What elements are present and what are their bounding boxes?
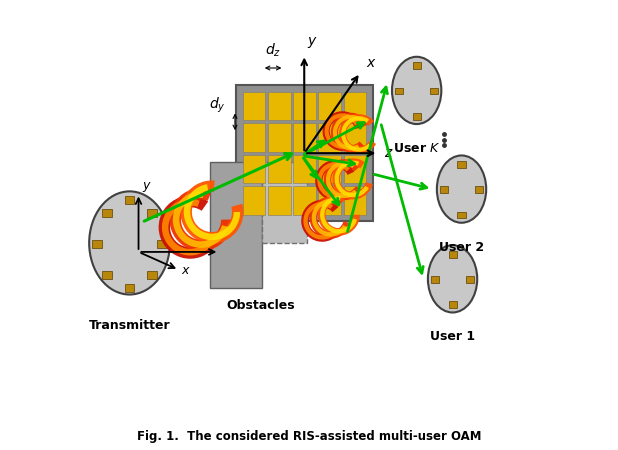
Bar	[125, 196, 135, 204]
Text: $x$: $x$	[181, 264, 191, 277]
Bar	[344, 186, 366, 215]
Wedge shape	[320, 196, 357, 234]
Bar	[457, 212, 465, 218]
Wedge shape	[159, 196, 221, 259]
Wedge shape	[315, 160, 354, 201]
Wedge shape	[333, 115, 364, 150]
Bar	[430, 88, 438, 94]
Bar	[268, 186, 290, 215]
Text: $y$: $y$	[142, 180, 152, 194]
Bar	[243, 154, 266, 183]
Bar	[157, 240, 167, 248]
Wedge shape	[310, 197, 351, 239]
Wedge shape	[324, 159, 362, 200]
Bar	[318, 92, 341, 121]
Bar	[92, 240, 102, 248]
Text: $z$: $z$	[224, 244, 232, 257]
Bar	[413, 113, 421, 120]
Bar	[396, 88, 404, 94]
Bar	[294, 92, 316, 121]
Bar	[210, 162, 262, 288]
Bar	[102, 271, 112, 279]
Bar	[148, 271, 158, 279]
Bar	[318, 123, 341, 152]
Wedge shape	[180, 180, 243, 243]
Text: Fig. 1.  The considered RIS-assisted multi-user OAM: Fig. 1. The considered RIS-assisted mult…	[137, 430, 481, 443]
Wedge shape	[334, 161, 369, 197]
Wedge shape	[162, 199, 214, 256]
Text: $y$: $y$	[307, 35, 318, 50]
Bar	[148, 209, 158, 217]
Wedge shape	[184, 184, 240, 240]
Bar	[449, 251, 457, 258]
Bar	[268, 123, 290, 152]
Wedge shape	[317, 162, 350, 199]
Wedge shape	[169, 188, 232, 251]
Bar	[318, 154, 341, 183]
Wedge shape	[324, 113, 358, 149]
Wedge shape	[303, 202, 336, 239]
Ellipse shape	[428, 245, 477, 312]
Text: User $K$: User $K$	[393, 142, 441, 155]
Ellipse shape	[89, 191, 170, 295]
Wedge shape	[301, 200, 341, 242]
Wedge shape	[331, 112, 368, 153]
Text: User 2: User 2	[439, 241, 484, 254]
Bar	[294, 123, 316, 152]
Bar	[344, 123, 366, 152]
Bar	[440, 186, 448, 193]
Bar	[243, 92, 266, 121]
Bar	[262, 162, 307, 243]
Text: User 1: User 1	[430, 330, 475, 343]
Bar	[268, 154, 290, 183]
Wedge shape	[173, 191, 228, 248]
Wedge shape	[323, 111, 362, 151]
Wedge shape	[318, 194, 360, 236]
Text: $d_z$: $d_z$	[265, 41, 281, 59]
Bar	[268, 92, 290, 121]
Text: $z$: $z$	[384, 146, 393, 160]
Bar	[318, 186, 341, 215]
Ellipse shape	[392, 57, 441, 124]
Wedge shape	[326, 161, 357, 198]
Bar	[475, 186, 483, 193]
Bar	[449, 302, 457, 308]
Bar	[457, 161, 465, 168]
Text: $x$: $x$	[366, 56, 377, 70]
Bar	[294, 186, 316, 215]
Wedge shape	[341, 116, 371, 152]
Bar	[344, 154, 366, 183]
Bar	[344, 92, 366, 121]
Wedge shape	[332, 158, 373, 199]
Bar	[413, 63, 421, 69]
Bar	[236, 85, 373, 221]
Bar	[294, 154, 316, 183]
Bar	[466, 276, 474, 283]
Bar	[243, 123, 266, 152]
Text: $d_y$: $d_y$	[210, 96, 226, 115]
Bar	[431, 276, 439, 283]
Text: Transmitter: Transmitter	[89, 319, 171, 332]
Text: Obstacles: Obstacles	[226, 299, 295, 312]
Wedge shape	[311, 199, 347, 237]
Bar	[243, 186, 266, 215]
Bar	[102, 209, 112, 217]
Wedge shape	[339, 114, 376, 154]
Bar	[125, 284, 135, 292]
Ellipse shape	[437, 155, 486, 223]
